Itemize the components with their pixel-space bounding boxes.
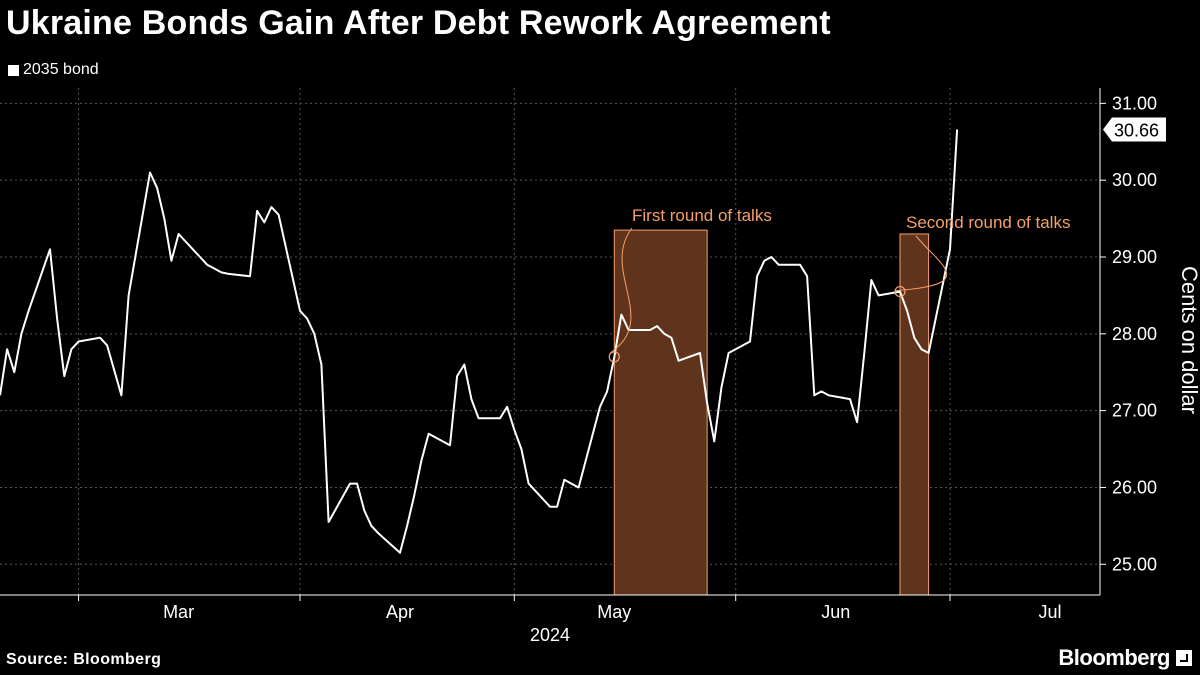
y-axis-title: Cents on dollar bbox=[1177, 266, 1200, 414]
y-tick-label: 29.00 bbox=[1112, 247, 1157, 267]
y-tick-label: 30.00 bbox=[1112, 170, 1157, 190]
y-tick-label: 28.00 bbox=[1112, 324, 1157, 344]
legend: 2035 bond bbox=[8, 61, 99, 79]
y-tick-label: 26.00 bbox=[1112, 477, 1157, 497]
x-tick-label: Jul bbox=[1038, 602, 1061, 622]
grid-layer bbox=[0, 88, 1100, 595]
annotation-first-round: First round of talks bbox=[632, 206, 772, 225]
annotations-layer: First round of talks Second round of talk… bbox=[608, 206, 1070, 363]
axes-layer: 25.00 26.00 27.00 28.00 29.00 30.00 31.00 30.66… bbox=[0, 88, 1200, 645]
y-tick-label: 25.00 bbox=[1112, 554, 1157, 574]
x-tick-label: Jun bbox=[821, 602, 850, 622]
x-tick-label: May bbox=[597, 602, 631, 622]
y-tick-label: 31.00 bbox=[1112, 93, 1157, 113]
brand-box-icon bbox=[1176, 650, 1192, 666]
x-tick-label: Apr bbox=[386, 602, 414, 622]
shaded-region-1 bbox=[613, 229, 708, 596]
brand-name: Bloomberg bbox=[1058, 645, 1170, 670]
legend-label: 2035 bond bbox=[23, 61, 99, 78]
series-layer bbox=[0, 129, 959, 554]
annotation-marker-1 bbox=[608, 351, 620, 363]
x-year-label: 2024 bbox=[530, 625, 570, 645]
brand-logo: Bloomberg bbox=[1058, 645, 1192, 671]
annotation-leader-1 bbox=[610, 227, 633, 354]
last-value-callout bbox=[1103, 117, 1166, 142]
chart-title: Ukraine Bonds Gain After Debt Rework Agr… bbox=[6, 4, 831, 42]
annotation-marker-2 bbox=[894, 285, 906, 298]
series-line-2035-bond bbox=[0, 129, 959, 554]
y-tick-label: 27.00 bbox=[1112, 401, 1157, 421]
x-tick-label: Mar bbox=[163, 602, 194, 622]
last-value-label: 30.66 bbox=[1114, 120, 1159, 140]
legend-swatch bbox=[8, 64, 19, 76]
annotation-leader-2 bbox=[894, 235, 948, 292]
source-note: Source: Bloomberg bbox=[6, 651, 162, 668]
shaded-regions bbox=[613, 229, 930, 596]
annotation-second-round: Second round of talks bbox=[906, 213, 1070, 232]
